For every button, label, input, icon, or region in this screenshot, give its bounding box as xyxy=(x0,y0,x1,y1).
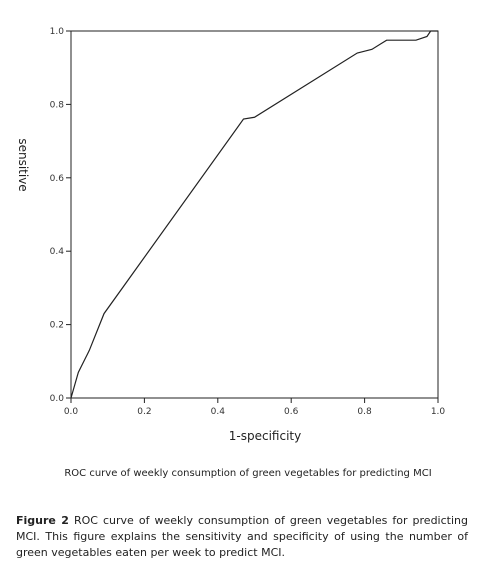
y-tick-label: 0.0 xyxy=(50,394,65,404)
figure-caption: Figure 2 ROC curve of weekly consumption… xyxy=(16,513,468,561)
plot-frame xyxy=(70,30,439,399)
chart-inner-caption: ROC curve of weekly consumption of green… xyxy=(64,468,432,479)
y-axis-title: sensitive xyxy=(16,138,30,191)
y-tick-label: 0.4 xyxy=(50,247,65,257)
y-tick-label: 1.0 xyxy=(50,27,65,37)
x-tick-label: 0.4 xyxy=(211,407,226,417)
x-tick-label: 0.8 xyxy=(357,407,372,417)
x-axis-title: 1-specificity xyxy=(229,429,301,443)
x-tick-label: 1.0 xyxy=(431,407,446,417)
x-tick-label: 0.6 xyxy=(284,407,299,417)
x-tick-label: 0.2 xyxy=(137,407,151,417)
y-tick-label: 0.6 xyxy=(50,174,65,184)
figure-caption-text: ROC curve of weekly consumption of green… xyxy=(16,514,468,559)
x-tick-label: 0.0 xyxy=(64,407,79,417)
figure-caption-label: Figure 2 xyxy=(16,514,69,527)
y-tick-label: 0.8 xyxy=(50,100,65,110)
roc-chart: 0.0 0.2 0.4 0.6 0.8 1.0 0.0 0.2 0.4 0.6 0.8 1.0 1-… xyxy=(16,27,446,443)
roc-curve-line xyxy=(70,30,438,399)
x-axis-ticks: 0.0 0.2 0.4 0.6 0.8 1.0 xyxy=(64,398,446,417)
y-axis-ticks: 0.0 0.2 0.4 0.6 0.8 1.0 xyxy=(50,27,71,404)
y-tick-label: 0.2 xyxy=(50,321,64,331)
